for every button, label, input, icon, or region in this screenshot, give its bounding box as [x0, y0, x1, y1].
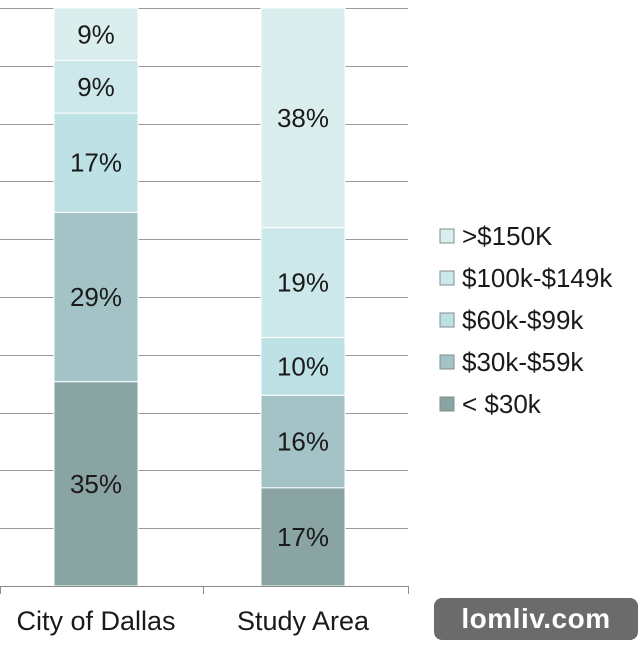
- bar-segment: [260, 394, 346, 489]
- data-label: 9%: [77, 72, 115, 102]
- legend-label: $100k-$149k: [462, 263, 613, 293]
- legend-swatch: [439, 270, 455, 286]
- data-label: 17%: [70, 148, 122, 178]
- bar-segment: [260, 227, 346, 338]
- bar-segment: [53, 7, 139, 62]
- data-label: 16%: [277, 427, 329, 457]
- x-axis: [0, 586, 409, 594]
- legend-swatch: [439, 312, 455, 328]
- data-label: 29%: [70, 282, 122, 312]
- data-label: 38%: [277, 103, 329, 133]
- data-label: 10%: [277, 351, 329, 381]
- bar-segment: [260, 487, 346, 587]
- legend-label: $30k-$59k: [462, 347, 584, 377]
- bar-segment: [53, 112, 139, 213]
- watermark-logo: lomliv.com: [434, 598, 638, 640]
- legend-label: $60k-$99k: [462, 305, 584, 335]
- data-label: 35%: [70, 469, 122, 499]
- data-labels: 35% 29% 17% 9% 9% 17% 16% 10% 19% 38%: [70, 19, 329, 552]
- bars: [53, 7, 346, 587]
- data-label: 19%: [277, 268, 329, 298]
- bar-segment: [53, 60, 139, 114]
- legend-swatch: [439, 228, 455, 244]
- bar-segment: [260, 336, 346, 396]
- category-labels: City of Dallas Study Area: [16, 606, 370, 636]
- data-label: 17%: [277, 522, 329, 552]
- category-label: Study Area: [237, 606, 370, 636]
- legend-label: >$150K: [462, 221, 553, 251]
- legend: >$150K $100k-$149k $60k-$99k $30k-$59k < $30…: [439, 221, 613, 419]
- legend-swatch: [439, 354, 455, 370]
- data-label: 9%: [77, 19, 115, 49]
- category-label: City of Dallas: [16, 606, 175, 636]
- bar-segment: [53, 211, 139, 383]
- bar-segment: [260, 7, 346, 229]
- legend-swatch: [439, 396, 455, 412]
- legend-label: < $30k: [462, 389, 542, 419]
